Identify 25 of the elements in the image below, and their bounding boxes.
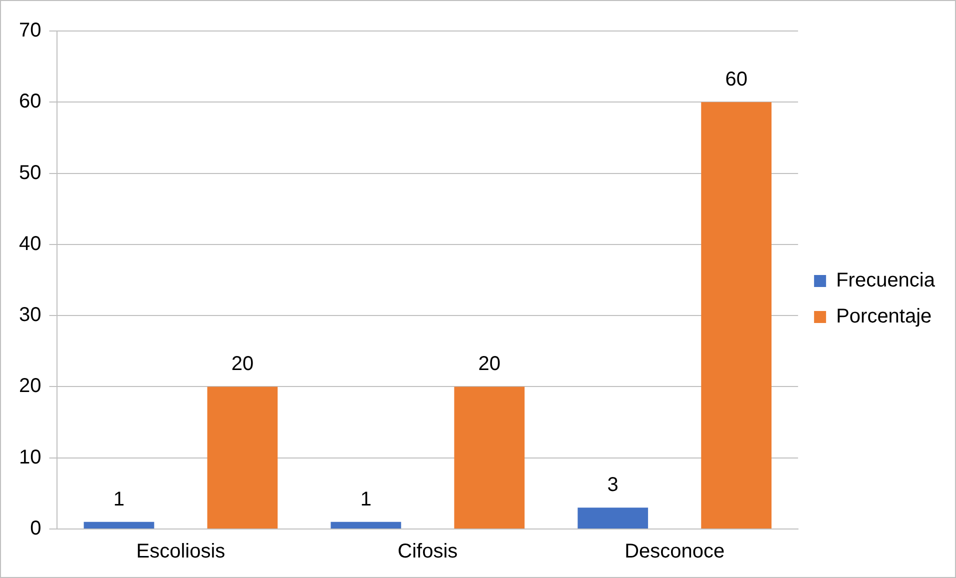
data-label: 1 — [113, 488, 125, 510]
legend-label: Porcentaje — [836, 306, 932, 328]
y-tick-label: 30 — [18, 304, 42, 326]
data-label: 3 — [607, 474, 618, 496]
y-tick-label: 70 — [18, 20, 42, 42]
y-tick-label: 10 — [18, 446, 42, 468]
y-tick-label: 50 — [18, 162, 42, 184]
data-label: 20 — [478, 353, 501, 376]
y-tick-label: 40 — [18, 232, 42, 255]
y-tick-label: 0 — [30, 518, 42, 540]
x-tick-label: Cifosis — [398, 540, 458, 563]
data-label: 60 — [725, 68, 748, 91]
data-label: 1 — [360, 488, 372, 510]
bar — [454, 386, 525, 528]
bar — [330, 522, 402, 528]
bar — [578, 508, 648, 528]
y-tick-label: 60 — [18, 90, 42, 113]
y-tick-label: 20 — [18, 375, 42, 398]
data-label: 20 — [231, 353, 254, 376]
x-tick-label: Escoliosis — [136, 540, 226, 563]
bar — [701, 102, 772, 528]
bar — [207, 386, 278, 528]
legend-label: Frecuencia — [836, 270, 936, 292]
x-tick-label: Desconoce — [624, 540, 725, 563]
bar — [84, 522, 154, 528]
